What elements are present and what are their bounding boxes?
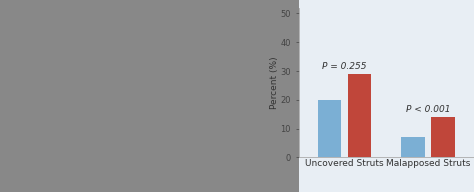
Text: P = 0.255: P = 0.255: [322, 62, 367, 71]
Bar: [318, 100, 341, 157]
Bar: [431, 117, 455, 157]
Bar: [401, 137, 425, 157]
Text: P < 0.001: P < 0.001: [406, 105, 450, 114]
Y-axis label: Percent (%): Percent (%): [270, 56, 279, 109]
Bar: [348, 74, 371, 157]
